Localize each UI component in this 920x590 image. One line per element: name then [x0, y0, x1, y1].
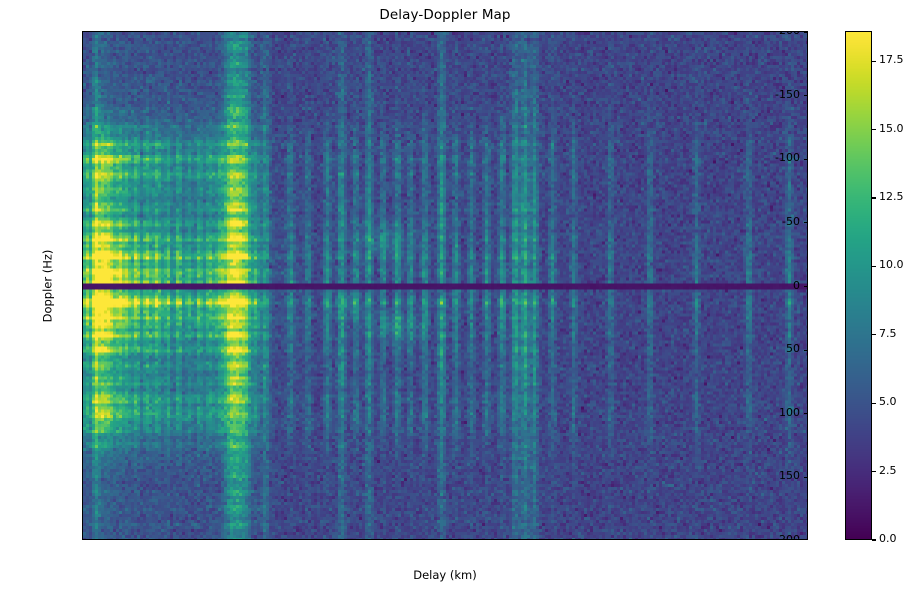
- y-tick-mark: [803, 32, 807, 33]
- y-tick-mark: [803, 95, 807, 97]
- y-tick-label: -150: [775, 87, 800, 101]
- colorbar-tick-label: 12.5: [879, 189, 904, 203]
- colorbar-gradient: [846, 32, 871, 539]
- colorbar-tick-label: 7.5: [879, 326, 897, 340]
- x-axis-label: Delay (km): [413, 568, 477, 582]
- y-tick-label: -100: [775, 151, 800, 165]
- colorbar-tick-label: 10.0: [879, 258, 904, 272]
- y-tick-label: 50: [786, 342, 800, 356]
- colorbar-tick-label: 15.0: [879, 121, 904, 135]
- colorbar-tick-label: 0.0: [879, 532, 897, 545]
- x-tick-mark: [334, 539, 335, 540]
- y-tick-mark: [803, 158, 807, 160]
- colorbar-tick-mark: [872, 334, 876, 336]
- y-tick-label: 200: [779, 533, 800, 540]
- colorbar-tick-mark: [872, 539, 876, 541]
- colorbar-tick-label: 2.5: [879, 463, 897, 477]
- y-tick-mark: [803, 476, 807, 478]
- colorbar-tick-mark: [872, 128, 876, 131]
- colorbar-tick-mark: [872, 470, 876, 473]
- y-tick-mark: [803, 222, 807, 224]
- y-tick-label: -50: [782, 214, 800, 228]
- colorbar-tick-mark: [872, 197, 876, 199]
- x-tick-mark: [453, 539, 454, 540]
- colorbar: [845, 31, 872, 540]
- x-tick-mark: [691, 539, 692, 540]
- delay-doppler-heatmap-image: [83, 32, 807, 539]
- colorbar-tick-mark: [872, 60, 876, 62]
- heatmap-pixels: [83, 32, 807, 539]
- y-tick-label: 0: [793, 278, 800, 292]
- y-tick-mark: [803, 413, 807, 415]
- y-tick-label: -200: [775, 32, 800, 37]
- x-tick-mark: [572, 539, 573, 540]
- chart-title: Delay-Doppler Map: [379, 7, 511, 23]
- y-tick-mark: [803, 349, 807, 351]
- y-axis-label-wrap: Doppler (Hz): [6, 31, 54, 540]
- colorbar-ticks: 17.5 15.0 12.5 10.0 7.5 5.0 2.5 0.0: [845, 31, 904, 545]
- colorbar-tick-label: 5.0: [879, 395, 897, 409]
- x-tick-mark: [215, 539, 216, 540]
- y-tick-mark: [803, 285, 807, 288]
- colorbar-tick-mark: [872, 265, 876, 267]
- y-tick-label: 100: [779, 405, 800, 419]
- y-tick-label: 150: [779, 469, 800, 483]
- x-tick-mark: [96, 539, 97, 540]
- colorbar-tick-label: 17.5: [879, 53, 904, 67]
- colorbar-tick-mark: [872, 402, 876, 404]
- y-axis-label: Doppler (Hz): [40, 249, 55, 322]
